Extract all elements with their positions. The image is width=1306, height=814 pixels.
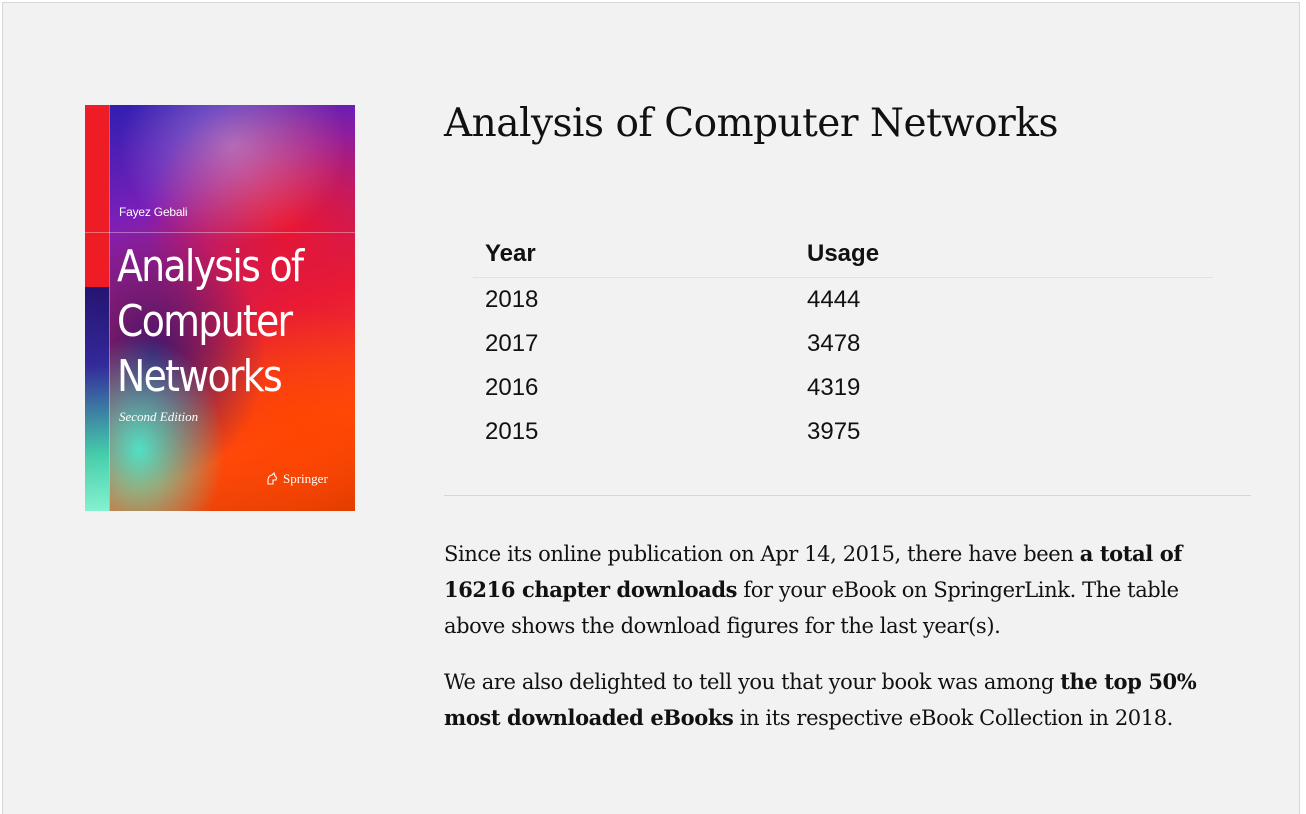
year-cell: 2017: [485, 330, 539, 357]
year-cell: 2015: [485, 418, 539, 445]
usage-table: Year Usage 2018 4444 2017 3478 2016 4319…: [473, 233, 1213, 454]
paragraph-text: We are also delighted to tell you that y…: [444, 670, 1061, 694]
cover-title: Analysis of Computer Networks: [117, 239, 315, 404]
table-row: 2015 3975: [473, 410, 1213, 454]
usage-cell: 3975: [807, 418, 861, 445]
cover-horizontal-rule: [85, 232, 355, 233]
cover-author: Fayez Gebali: [119, 205, 188, 219]
table-row: 2017 3478: [473, 322, 1213, 366]
cover-title-line: Networks: [117, 351, 283, 402]
column-header-year: Year: [473, 233, 795, 278]
springer-horse-icon: [267, 472, 277, 485]
paragraph-highlight: the top 50% most downloaded eBooks: [444, 669, 1197, 730]
cover-edition: Second Edition: [119, 409, 199, 424]
section-divider: [444, 495, 1251, 496]
paragraph-text: Since its online publication on Apr 14, …: [444, 542, 1080, 566]
cover-publisher: Springer: [265, 471, 328, 487]
downloads-summary-paragraph: Since its online publication on Apr 14, …: [444, 536, 1244, 644]
table-header-row: Year Usage: [473, 233, 1213, 278]
cover-accent-bar: [85, 105, 109, 287]
book-title: Analysis of Computer Networks: [444, 101, 1058, 146]
year-cell: 2018: [485, 286, 539, 313]
cover-title-line: Analysis of: [117, 241, 304, 292]
cover-title-line: Computer: [117, 296, 293, 347]
book-cover-image: Fayez Gebali Analysis of Computer Networ…: [85, 105, 355, 511]
usage-cell: 4319: [807, 374, 861, 401]
column-header-usage: Usage: [795, 233, 1213, 278]
cover-side-gradient: [85, 287, 109, 511]
ranking-paragraph: We are also delighted to tell you that y…: [444, 664, 1244, 736]
table-row: 2016 4319: [473, 366, 1213, 410]
cover-publisher-name: Springer: [283, 471, 328, 486]
year-cell: 2016: [485, 374, 539, 401]
cover-vertical-rule: [109, 105, 110, 511]
table-row: 2018 4444: [473, 278, 1213, 323]
usage-cell: 4444: [807, 286, 861, 313]
paragraph-text: in its respective eBook Collection in 20…: [733, 706, 1174, 730]
paragraph-highlight: a total of 16216 chapter downloads: [444, 541, 1182, 602]
paragraph-text: for your eBook on SpringerLink. The tabl…: [444, 578, 1179, 638]
usage-cell: 3478: [807, 330, 861, 357]
